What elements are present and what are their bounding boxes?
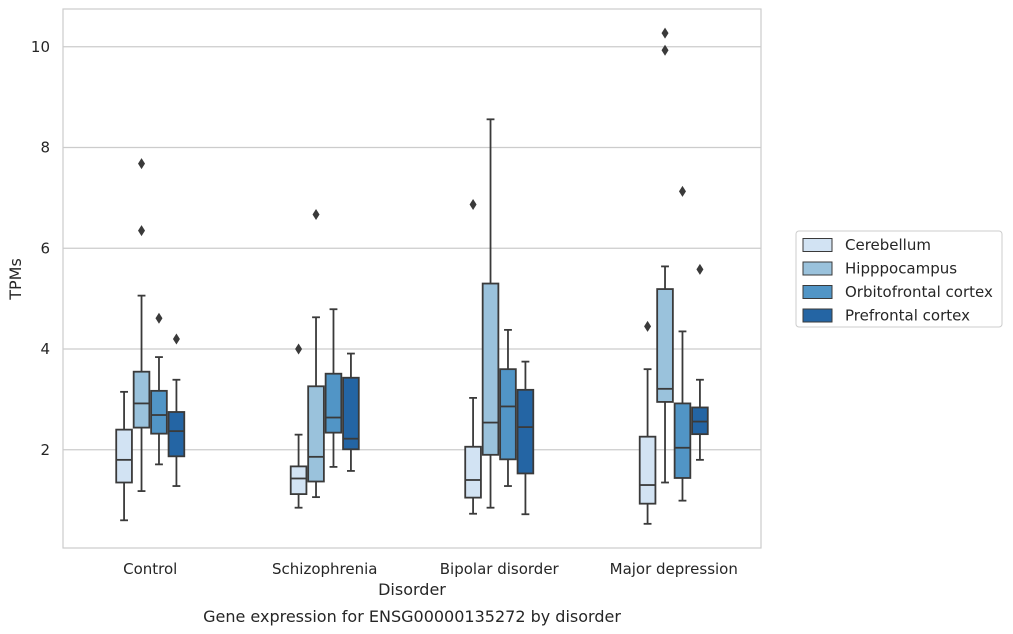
legend-swatch xyxy=(802,238,833,252)
x-tick-labels: Control Schizophrenia Bipolar disorder Majo… xyxy=(123,560,738,578)
outlier-point xyxy=(295,343,303,355)
box-3-3 xyxy=(691,263,709,461)
box-body xyxy=(324,372,343,434)
box-body xyxy=(132,370,151,429)
outlier-point xyxy=(155,312,163,324)
box-3-2 xyxy=(673,185,692,502)
box-body xyxy=(499,368,517,461)
legend-label: Cerebellum xyxy=(845,236,931,254)
box-body xyxy=(342,376,360,451)
x-axis-label: Disorder xyxy=(378,580,446,599)
box-2-3 xyxy=(516,360,535,516)
x-tick-label: Major depression xyxy=(610,560,738,578)
legend-label: Hipppocampus xyxy=(845,260,957,278)
outlier-point xyxy=(696,263,704,275)
outlier-point xyxy=(661,44,669,56)
y-tick-labels: 2 4 6 8 10 xyxy=(31,38,50,459)
box-body xyxy=(307,385,325,483)
y-tick-label: 6 xyxy=(40,239,50,257)
box-body xyxy=(167,411,186,458)
box-body xyxy=(289,465,308,495)
x-tick-label: Control xyxy=(123,560,177,578)
outlier-point xyxy=(644,320,652,332)
legend-swatch xyxy=(802,285,833,299)
box-body xyxy=(464,445,482,499)
box-body xyxy=(516,388,535,475)
chart-caption: Gene expression for ENSG00000135272 by d… xyxy=(203,607,621,626)
legend-frame xyxy=(795,230,1003,328)
y-tick-label: 8 xyxy=(40,139,50,157)
x-tick-label: Schizophrenia xyxy=(272,560,377,578)
box-3-1 xyxy=(656,27,674,484)
legend-item: Cerebellum xyxy=(802,236,931,254)
box-body xyxy=(150,389,168,435)
box-2-1 xyxy=(481,118,500,509)
box-body xyxy=(115,428,133,484)
legend-swatch xyxy=(802,261,833,276)
box-0-0 xyxy=(115,390,133,522)
box-3-0 xyxy=(638,320,657,525)
box-0-2 xyxy=(150,312,168,466)
plot-frame xyxy=(62,8,762,549)
x-tick-label: Bipolar disorder xyxy=(440,560,560,578)
box-1-2 xyxy=(324,308,343,468)
legend-item: Hipppocampus xyxy=(802,260,957,278)
outlier-point xyxy=(661,27,669,39)
outlier-point xyxy=(312,209,320,221)
y-tick-label: 10 xyxy=(31,38,50,56)
legend-item: Prefrontal cortex xyxy=(802,307,970,325)
outlier-point xyxy=(469,198,477,210)
outlier-point xyxy=(678,185,686,197)
y-tick-label: 2 xyxy=(40,441,50,459)
legend-swatch xyxy=(802,308,833,323)
box-body xyxy=(673,402,692,479)
y-axis-label: TPMs xyxy=(6,258,25,301)
box-0-3 xyxy=(167,333,186,487)
box-1-1 xyxy=(307,209,325,499)
box-body xyxy=(656,288,674,403)
legend-label: Prefrontal cortex xyxy=(845,307,970,325)
box-0-1 xyxy=(132,158,151,492)
box-body xyxy=(638,435,657,505)
box-1-3 xyxy=(342,352,360,472)
outlier-point xyxy=(138,225,146,237)
box-body xyxy=(481,282,500,456)
legend-item: Orbitofrontal cortex xyxy=(802,283,993,301)
box-2-2 xyxy=(499,328,517,487)
box-series xyxy=(115,27,709,525)
box-2-0 xyxy=(464,198,482,515)
outlier-point xyxy=(172,333,180,345)
outlier-point xyxy=(138,158,146,170)
legend: Cerebellum Hipppocampus Orbitofrontal cort… xyxy=(795,230,1003,328)
box-1-0 xyxy=(289,343,308,509)
legend-label: Orbitofrontal cortex xyxy=(845,283,993,301)
y-tick-label: 4 xyxy=(40,340,50,358)
